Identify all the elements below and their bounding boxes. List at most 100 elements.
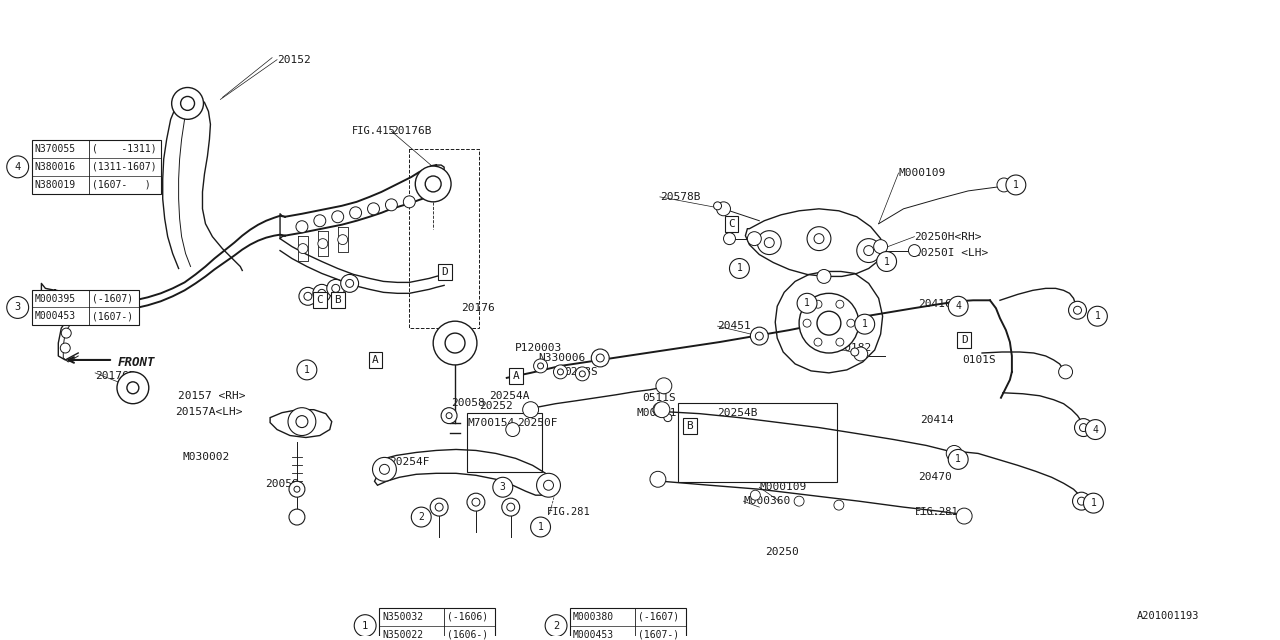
Text: 20416: 20416: [919, 300, 952, 309]
Circle shape: [544, 480, 553, 490]
Text: N380016: N380016: [35, 162, 76, 172]
Circle shape: [298, 244, 308, 253]
Text: M700154: M700154: [468, 418, 516, 428]
Text: (1607-): (1607-): [637, 630, 690, 639]
Circle shape: [317, 239, 328, 248]
Bar: [508, 368, 522, 384]
Circle shape: [522, 402, 539, 418]
Text: 1: 1: [736, 264, 742, 273]
Text: (-1607): (-1607): [92, 294, 133, 303]
Circle shape: [300, 287, 317, 305]
Text: B: B: [334, 295, 340, 305]
Circle shape: [294, 486, 300, 492]
Text: 2: 2: [419, 512, 424, 522]
Text: M00011: M00011: [636, 408, 677, 418]
Circle shape: [1059, 365, 1073, 379]
Circle shape: [653, 403, 667, 417]
Circle shape: [385, 199, 397, 211]
Circle shape: [45, 295, 51, 301]
Circle shape: [946, 445, 963, 461]
Circle shape: [415, 166, 451, 202]
Bar: [330, 292, 344, 308]
Circle shape: [430, 498, 448, 516]
Circle shape: [713, 202, 722, 210]
Text: M000395: M000395: [35, 294, 76, 303]
Circle shape: [576, 367, 589, 381]
Circle shape: [877, 252, 896, 271]
Text: C: C: [728, 219, 735, 228]
Circle shape: [847, 319, 855, 327]
Circle shape: [425, 176, 442, 192]
Circle shape: [1069, 301, 1087, 319]
Text: 20578B: 20578B: [660, 192, 700, 202]
Text: 1: 1: [804, 298, 810, 308]
Circle shape: [817, 269, 831, 284]
Circle shape: [534, 359, 548, 373]
Circle shape: [874, 239, 887, 253]
Circle shape: [1088, 307, 1107, 326]
Circle shape: [502, 498, 520, 516]
Circle shape: [6, 296, 28, 318]
Circle shape: [60, 343, 70, 353]
Text: N350032: N350032: [381, 612, 424, 621]
Text: 0101S: 0101S: [963, 355, 996, 365]
Circle shape: [803, 319, 812, 327]
Text: (1311-1607): (1311-1607): [92, 162, 157, 172]
Circle shape: [797, 293, 817, 313]
Circle shape: [312, 284, 330, 302]
Circle shape: [379, 465, 389, 474]
Circle shape: [799, 293, 859, 353]
Circle shape: [948, 296, 968, 316]
Circle shape: [116, 372, 148, 404]
Bar: [369, 352, 383, 368]
Circle shape: [596, 354, 604, 362]
Text: A201001193: A201001193: [1137, 611, 1199, 621]
Circle shape: [1006, 175, 1025, 195]
Bar: [312, 292, 326, 308]
Circle shape: [433, 321, 477, 365]
Circle shape: [655, 378, 672, 394]
Circle shape: [288, 408, 316, 436]
Circle shape: [808, 227, 831, 251]
Circle shape: [545, 614, 567, 637]
Text: B: B: [686, 420, 692, 431]
Circle shape: [580, 371, 585, 377]
Circle shape: [442, 408, 457, 424]
Bar: [467, 413, 541, 472]
Text: 20250I <LH>: 20250I <LH>: [914, 248, 988, 257]
Circle shape: [794, 496, 804, 506]
Circle shape: [340, 275, 358, 292]
Circle shape: [349, 207, 361, 219]
Text: 0511S: 0511S: [643, 393, 676, 403]
Circle shape: [654, 402, 669, 418]
Circle shape: [814, 338, 822, 346]
Text: M000182: M000182: [824, 343, 872, 353]
Circle shape: [472, 498, 480, 506]
Circle shape: [833, 500, 844, 510]
Circle shape: [1085, 420, 1106, 440]
Circle shape: [856, 239, 881, 262]
Circle shape: [403, 196, 415, 208]
Text: C: C: [316, 295, 323, 305]
Circle shape: [553, 365, 567, 379]
Circle shape: [127, 382, 138, 394]
Text: 1: 1: [538, 522, 544, 532]
Bar: [438, 264, 452, 280]
Text: 20250H<RH>: 20250H<RH>: [914, 232, 982, 242]
Text: A: A: [372, 355, 379, 365]
Circle shape: [303, 292, 312, 300]
Circle shape: [855, 314, 874, 334]
Circle shape: [1083, 493, 1103, 513]
Text: 20250F: 20250F: [517, 418, 557, 428]
Text: D: D: [442, 268, 448, 278]
Text: M000453: M000453: [573, 630, 614, 639]
Circle shape: [864, 246, 874, 255]
Circle shape: [764, 237, 774, 248]
Circle shape: [326, 280, 344, 298]
Circle shape: [948, 449, 968, 469]
Circle shape: [558, 369, 563, 375]
Bar: [678, 403, 837, 483]
Circle shape: [755, 332, 763, 340]
Circle shape: [591, 349, 609, 367]
Text: 20451: 20451: [718, 321, 751, 331]
